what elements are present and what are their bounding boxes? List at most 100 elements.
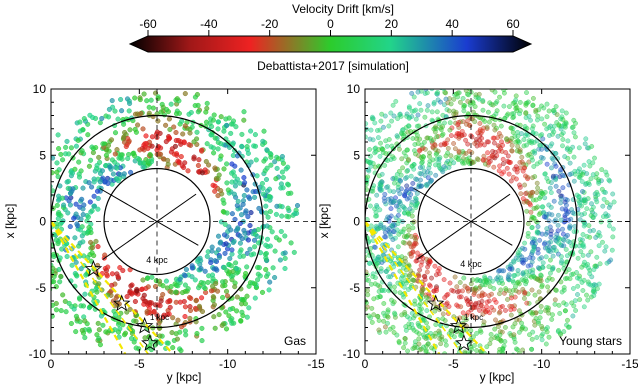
scatter-point xyxy=(228,130,234,136)
scatter-point xyxy=(97,342,103,348)
scatter-point xyxy=(515,133,521,139)
scatter-point xyxy=(254,233,260,239)
scatter-point xyxy=(279,213,285,219)
scatter-point xyxy=(267,243,273,249)
scatter-point xyxy=(507,266,513,272)
scatter-point xyxy=(550,266,556,272)
scatter-point xyxy=(88,157,94,163)
scatter-point xyxy=(462,359,466,363)
scatter-point xyxy=(483,360,487,364)
scatter-point xyxy=(433,147,439,153)
scatter-point xyxy=(237,233,243,239)
x-tick-label: -5 xyxy=(448,357,459,371)
scatter-point xyxy=(547,257,553,263)
scatter-point xyxy=(115,116,121,122)
scatter-point xyxy=(342,184,346,188)
scatter-point xyxy=(515,271,521,277)
scatter-point xyxy=(480,107,486,113)
scatter-point xyxy=(367,153,373,159)
scatter-point xyxy=(451,160,457,166)
scatter-point xyxy=(274,203,280,209)
scatter-point xyxy=(480,98,486,103)
scatter-point xyxy=(238,167,244,173)
scatter-point xyxy=(53,307,59,313)
scatter-point xyxy=(395,221,401,227)
scatter-point xyxy=(223,326,230,332)
scatter-point xyxy=(486,293,492,299)
scatter-point xyxy=(255,277,261,283)
scatter-point xyxy=(66,300,72,306)
scatter-point xyxy=(414,123,420,129)
scatter-point xyxy=(579,179,585,184)
scatter-point xyxy=(588,176,594,182)
scatter-point xyxy=(240,201,246,207)
scatter-point xyxy=(406,262,412,268)
scatter-point xyxy=(114,165,120,171)
scatter-point xyxy=(539,146,545,152)
scatter-point xyxy=(360,163,364,167)
scatter-point xyxy=(133,318,139,324)
scatter-point xyxy=(544,226,550,232)
scatter-point xyxy=(395,212,401,218)
scatter-point xyxy=(481,319,487,325)
scatter-point xyxy=(118,96,124,103)
scatter-point xyxy=(339,183,343,187)
scatter-point xyxy=(559,258,565,264)
scatter-point xyxy=(515,144,521,149)
scatter-point xyxy=(356,184,360,188)
scatter-point xyxy=(140,164,146,170)
scatter-point xyxy=(157,303,163,309)
scatter-point xyxy=(544,329,550,335)
scatter-point xyxy=(512,294,518,300)
scatter-point xyxy=(138,286,145,293)
scatter-point xyxy=(474,330,480,336)
scatter-point xyxy=(178,154,184,160)
scatter-point xyxy=(410,225,416,231)
scatter-point xyxy=(189,263,195,269)
scatter-point xyxy=(544,101,550,107)
scatter-point xyxy=(546,218,552,224)
scatter-point xyxy=(91,193,97,199)
scatter-point xyxy=(589,201,594,207)
scatter-point xyxy=(173,111,180,117)
scatter-point xyxy=(186,111,192,117)
scatter-point xyxy=(63,151,69,157)
scatter-point xyxy=(282,255,288,261)
scatter-point xyxy=(560,185,566,191)
scatter-point xyxy=(96,327,102,333)
scatter-point xyxy=(54,169,60,175)
scatter-point xyxy=(246,283,252,289)
scatter-point xyxy=(590,214,596,220)
scatter-point xyxy=(546,108,552,114)
scatter-point xyxy=(178,141,184,147)
scatter-point xyxy=(370,274,376,280)
scatter-point xyxy=(601,196,607,202)
scatter-point xyxy=(56,267,62,273)
y-tick-label: -10 xyxy=(343,347,361,361)
circle-label: 4 kpc xyxy=(460,259,482,269)
scatter-point xyxy=(560,231,566,237)
scatter-point xyxy=(569,171,575,177)
scatter-point xyxy=(347,175,351,179)
scatter-point xyxy=(486,298,492,304)
scatter-point xyxy=(447,120,453,126)
scatter-point xyxy=(51,184,53,189)
scatter-point xyxy=(461,75,465,79)
scatter-point xyxy=(28,250,33,255)
scatter-point xyxy=(51,170,55,176)
scatter-point xyxy=(530,130,536,136)
scatter-point xyxy=(463,89,469,93)
scatter-point xyxy=(497,337,503,342)
scatter-point xyxy=(570,210,576,216)
scatter-point xyxy=(412,339,418,345)
scatter-point xyxy=(331,220,335,224)
y-tick-label: 5 xyxy=(353,148,360,162)
scatter-point xyxy=(456,288,462,294)
scatter-point xyxy=(353,196,357,200)
scatter-point xyxy=(357,194,361,198)
scatter-point xyxy=(278,228,284,235)
scatter-point xyxy=(346,231,350,235)
scatter-point xyxy=(226,115,232,121)
scatter-point xyxy=(86,163,92,169)
